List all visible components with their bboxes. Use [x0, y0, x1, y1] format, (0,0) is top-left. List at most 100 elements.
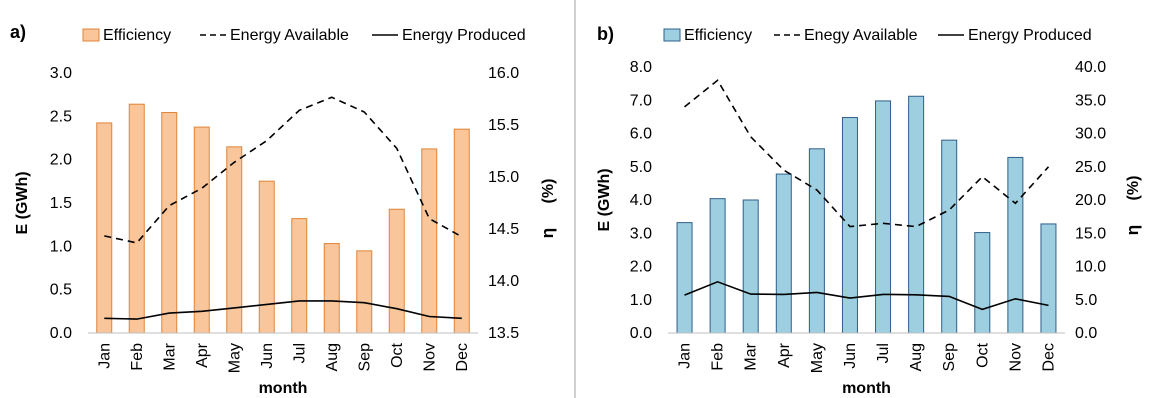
y2-axis-label-unit: (%) [1125, 176, 1142, 201]
x-tick-label: Sep [356, 343, 373, 372]
line-energy-available [683, 79, 1050, 228]
x-tick-label: Aug [324, 343, 341, 371]
bar-efficiency [808, 148, 825, 334]
y2-tick-label: 13.5 [488, 325, 519, 342]
bar-efficiency [453, 128, 470, 334]
y-tick-label: 1.0 [50, 238, 72, 255]
chart-panel-a: a) Efficiency Energy Available Energy Produ… [0, 0, 574, 398]
bar-efficiency [323, 243, 340, 334]
y-tick-label: 2.5 [50, 108, 72, 125]
legend-label-energy-available: Energy Available [230, 27, 349, 44]
line-energy-produced [684, 280, 1049, 311]
bar-efficiency [161, 112, 178, 334]
y2-tick-label: 5.0 [1075, 292, 1097, 309]
x-tick-label: May [809, 343, 826, 373]
y2-axis-label-unit: (%) [540, 179, 557, 204]
y-tick-label: 3.0 [630, 225, 652, 242]
y-tick-label: 2.0 [50, 152, 72, 169]
bar-efficiency [908, 95, 925, 334]
y2-tick-label: 15.5 [488, 117, 519, 134]
chart-a-svg: a) Efficiency Energy Available Energy Produ… [10, 22, 557, 397]
x-tick-label: Apr [194, 342, 211, 368]
bar-efficiency [356, 250, 373, 334]
x-tick-label: Apr [776, 342, 793, 368]
bar-efficiency [775, 173, 792, 334]
x-axis-label: month [842, 380, 891, 397]
bar-efficiency [421, 148, 438, 334]
y2-tick-label: 16.0 [488, 65, 519, 82]
legend-swatch-efficiency [663, 28, 681, 42]
legend-label-efficiency: Efficiency [684, 27, 752, 44]
bar-efficiency [1007, 156, 1024, 334]
panel-divider [574, 0, 576, 398]
y2-tick-label: 15.0 [488, 169, 519, 186]
y-tick-label: 3.0 [50, 65, 72, 82]
x-tick-label: Mar [743, 342, 760, 370]
chart-b-svg: b) Efficiency Enegy Available Energy Produc… [596, 24, 1142, 397]
y2-tick-label: 10.0 [1075, 259, 1106, 276]
x-tick-label: Jan [677, 343, 694, 369]
y-axis-label: E (GWh) [596, 168, 613, 231]
x-tick-label: Oct [974, 342, 991, 367]
x-tick-label: Aug [908, 343, 925, 371]
x-tick-label: Jun [842, 343, 859, 369]
y-axis-label: E (GWh) [14, 171, 31, 234]
x-tick-label: Mar [161, 342, 178, 370]
y2-tick-label: 14.0 [488, 273, 519, 290]
y2-tick-label: 20.0 [1075, 192, 1106, 209]
x-tick-label: Feb [129, 343, 146, 371]
bar-efficiency [841, 117, 858, 334]
panel-label-b: b) [597, 24, 614, 44]
bar-efficiency [875, 100, 892, 334]
line-energy-produced [104, 300, 462, 320]
x-tick-label: Nov [1007, 343, 1024, 371]
bar-efficiency [742, 199, 759, 334]
y2-tick-label: 40.0 [1075, 59, 1106, 76]
y2-tick-label: 30.0 [1075, 126, 1106, 143]
y2-tick-label: 14.5 [488, 221, 519, 238]
bar-efficiency [941, 139, 958, 334]
x-tick-label: Feb [710, 343, 727, 371]
y-tick-label: 6.0 [630, 126, 652, 143]
bar-efficiency [291, 218, 308, 334]
x-axis-label: month [259, 380, 308, 397]
bar-efficiency [709, 198, 726, 334]
legend-label-efficiency: Efficiency [103, 27, 171, 44]
y-tick-label: 5.0 [630, 159, 652, 176]
y-tick-label: 4.0 [630, 192, 652, 209]
bar-efficiency [974, 232, 991, 334]
y-tick-label: 0.0 [50, 325, 72, 342]
bar-efficiency [1040, 223, 1057, 334]
x-tick-label: Sep [941, 343, 958, 372]
y-tick-label: 8.0 [630, 59, 652, 76]
bar-efficiency [676, 222, 693, 334]
x-tick-label: Jul [875, 343, 892, 363]
y2-axis-label-symbol: η [1123, 225, 1142, 235]
bar-efficiency [388, 208, 405, 334]
bar-efficiency [258, 180, 275, 334]
x-tick-label: May [226, 343, 243, 373]
x-tick-label: Dec [454, 343, 471, 371]
y-tick-label: 0.5 [50, 282, 72, 299]
chart-panel-b: b) Efficiency Enegy Available Energy Produc… [578, 0, 1153, 398]
bar-efficiency [128, 103, 145, 334]
y2-tick-label: 15.0 [1075, 225, 1106, 242]
legend-label-energy-produced: Energy Produced [402, 27, 526, 44]
y2-axis-label-symbol: η [538, 228, 557, 238]
y-tick-label: 1.5 [50, 195, 72, 212]
legend-label-energy-produced: Energy Produced [968, 27, 1092, 44]
x-tick-label: Jan [96, 343, 113, 369]
x-tick-label: Nov [421, 343, 438, 371]
y2-tick-label: 25.0 [1075, 159, 1106, 176]
bar-efficiency [226, 146, 243, 334]
x-tick-label: Dec [1040, 343, 1057, 371]
line-energy-available [104, 96, 463, 244]
bar-efficiency [96, 122, 113, 334]
panel-label-a: a) [10, 22, 26, 42]
x-tick-label: Jul [291, 343, 308, 363]
x-tick-label: Oct [389, 342, 406, 367]
legend-swatch-efficiency [82, 28, 100, 42]
x-tick-label: Jun [259, 343, 276, 369]
y-tick-label: 1.0 [630, 292, 652, 309]
y-tick-label: 2.0 [630, 259, 652, 276]
